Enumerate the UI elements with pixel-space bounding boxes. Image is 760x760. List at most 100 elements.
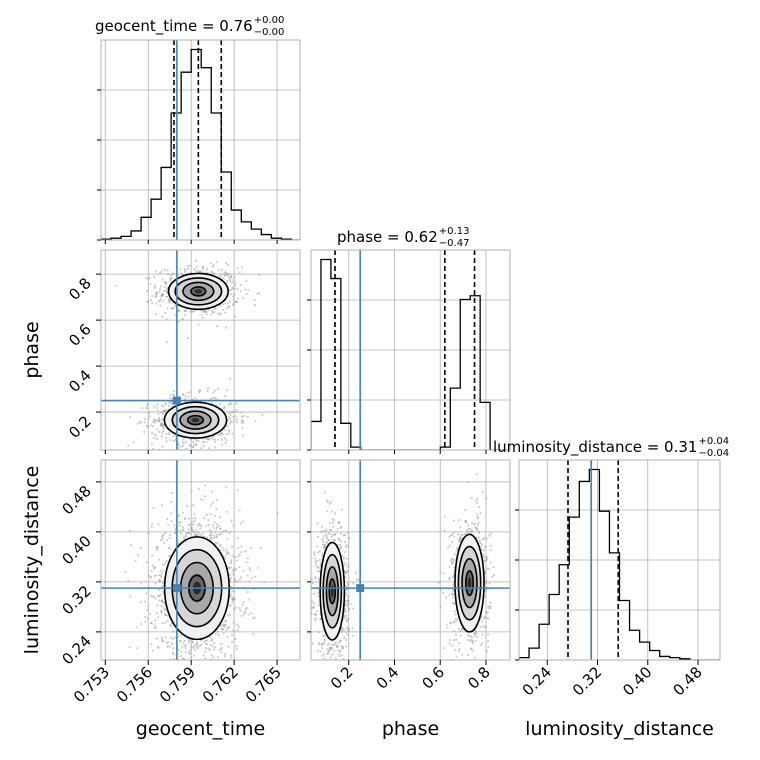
sample-point <box>194 259 197 262</box>
sample-point <box>209 672 211 674</box>
sample-point <box>150 299 152 301</box>
sample-point <box>192 645 195 648</box>
sample-point <box>320 531 323 533</box>
sample-point <box>221 623 224 626</box>
sample-point <box>225 262 228 265</box>
sample-point <box>235 400 238 403</box>
sample-point <box>235 418 238 421</box>
sample-point <box>212 264 215 266</box>
sample-point <box>302 639 304 641</box>
contour-line <box>325 566 339 617</box>
sample-point <box>218 516 221 519</box>
sample-point <box>148 276 151 279</box>
sample-point <box>199 498 202 501</box>
sample-point <box>156 291 159 294</box>
sample-point <box>345 600 348 603</box>
sample-point <box>248 580 251 583</box>
sample-point <box>194 649 197 651</box>
sample-point <box>470 640 473 643</box>
sample-point <box>169 394 172 396</box>
sample-point <box>352 658 355 660</box>
sample-point <box>167 273 170 275</box>
sample-point <box>312 606 315 608</box>
sample-point <box>348 608 350 611</box>
sample-point <box>340 631 343 634</box>
sample-point <box>158 290 161 293</box>
sample-point <box>199 527 202 530</box>
sample-point <box>145 424 148 427</box>
sample-point <box>214 440 216 443</box>
sample-point <box>212 648 215 651</box>
sample-point <box>332 533 334 536</box>
sample-point <box>179 446 182 448</box>
sample-point <box>165 436 168 439</box>
sample-point <box>485 616 488 619</box>
sample-point <box>165 539 168 541</box>
sample-point <box>313 553 316 556</box>
sample-point <box>194 397 196 399</box>
sample-point <box>212 272 215 275</box>
sample-point <box>161 663 163 665</box>
sample-point <box>341 645 344 648</box>
sample-point <box>482 549 485 551</box>
sample-point <box>170 636 172 639</box>
sample-point <box>212 391 215 394</box>
sample-point <box>212 524 215 527</box>
sample-point <box>349 602 352 605</box>
sample-point <box>199 390 202 392</box>
sample-point <box>213 307 216 310</box>
sample-point <box>219 312 221 315</box>
sample-point <box>325 528 328 531</box>
sample-point <box>196 645 199 648</box>
sample-point <box>183 271 186 273</box>
sample-point <box>456 620 459 623</box>
sample-point <box>180 655 182 658</box>
sample-point <box>209 662 211 664</box>
sample-point <box>177 636 180 639</box>
sample-point <box>328 647 331 649</box>
sample-point <box>345 544 348 547</box>
sample-point <box>191 641 194 644</box>
sample-point <box>344 589 347 592</box>
sample-point <box>178 310 180 313</box>
sample-point <box>206 438 209 440</box>
sample-point <box>220 642 223 645</box>
sample-point <box>158 589 161 592</box>
sample-point <box>474 526 477 529</box>
sample-point <box>161 563 164 566</box>
sample-point <box>450 534 453 536</box>
sample-point <box>162 593 165 595</box>
sample-point <box>150 621 153 624</box>
sample-point <box>231 281 234 284</box>
sample-point <box>169 277 172 280</box>
sample-point <box>208 649 211 651</box>
sample-point <box>229 577 232 580</box>
sample-point <box>234 315 236 318</box>
sample-point <box>226 425 229 427</box>
sample-point <box>145 407 148 410</box>
sample-point <box>328 502 331 505</box>
sample-point <box>164 312 167 314</box>
sample-point <box>459 526 462 529</box>
sample-point <box>165 289 168 292</box>
sample-point <box>183 645 186 647</box>
contour-line <box>461 557 478 609</box>
sample-point <box>184 313 186 316</box>
sample-point <box>457 627 460 630</box>
sample-point <box>233 567 236 569</box>
sample-point <box>184 398 187 400</box>
sample-point <box>224 441 227 444</box>
sample-point <box>321 678 323 680</box>
sample-point <box>153 433 156 436</box>
sample-point <box>214 438 217 441</box>
sample-point <box>181 526 184 529</box>
sample-point <box>235 568 237 570</box>
sample-point <box>181 440 184 443</box>
sample-point <box>216 523 219 525</box>
sample-point <box>345 626 348 629</box>
sample-point <box>492 664 494 666</box>
sample-point <box>254 420 257 423</box>
sample-point <box>351 634 354 637</box>
sample-point <box>164 636 167 639</box>
sample-point <box>467 654 469 657</box>
